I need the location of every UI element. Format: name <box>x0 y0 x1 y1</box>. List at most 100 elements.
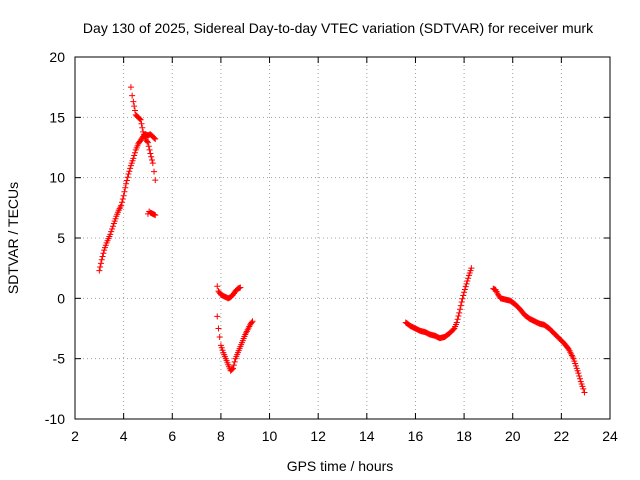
chart-title: Day 130 of 2025, Sidereal Day-to-day VTE… <box>83 20 594 36</box>
data-point <box>145 143 152 150</box>
data-point <box>229 366 236 373</box>
data-point <box>136 115 143 122</box>
y-tick-label: -10 <box>45 411 65 427</box>
data-point <box>458 298 465 305</box>
data-point <box>127 165 134 172</box>
data-point <box>123 180 130 187</box>
data-point <box>468 265 475 272</box>
data-point <box>575 370 582 377</box>
y-tick-label: 10 <box>49 170 65 186</box>
data-point <box>149 156 156 163</box>
data-point <box>131 152 138 159</box>
data-point <box>96 267 103 274</box>
series-arc-3-cluster <box>144 208 159 219</box>
data-point <box>119 199 126 206</box>
x-tick-label: 12 <box>310 428 326 444</box>
data-point <box>237 284 244 291</box>
data-point <box>98 256 105 263</box>
data-point <box>107 231 114 238</box>
y-tick-label: 20 <box>49 49 65 65</box>
data-point <box>137 116 144 123</box>
data-point <box>99 253 106 260</box>
data-point <box>109 223 116 230</box>
data-point <box>581 389 588 396</box>
data-point <box>576 372 583 379</box>
y-tick-label: -5 <box>53 351 66 367</box>
x-tick-label: 14 <box>359 428 375 444</box>
data-point <box>580 385 587 392</box>
data-point <box>249 318 256 325</box>
data-point <box>152 212 159 219</box>
data-point <box>214 283 221 290</box>
data-point <box>149 160 156 167</box>
data-point <box>124 174 131 181</box>
data-point <box>457 306 464 313</box>
data-point <box>144 139 151 146</box>
data-point <box>453 319 460 326</box>
x-tick-label: 22 <box>554 428 570 444</box>
x-tick-label: 18 <box>456 428 472 444</box>
x-tick-label: 2 <box>71 428 79 444</box>
data-point <box>148 153 155 160</box>
data-point <box>126 168 133 175</box>
data-point <box>144 138 151 145</box>
data-point <box>131 103 138 110</box>
x-tick-label: 24 <box>602 428 618 444</box>
data-point <box>214 313 221 320</box>
grid <box>75 57 610 419</box>
y-axis-label: SDTVAR / TECUs <box>5 182 21 294</box>
data-point <box>100 250 107 257</box>
y-tick-label: 15 <box>49 109 65 125</box>
data-point <box>122 184 129 191</box>
data-point <box>461 289 468 296</box>
data-point <box>130 98 137 105</box>
x-tick-label: 8 <box>217 428 225 444</box>
data-point <box>230 365 237 372</box>
data-point <box>456 309 463 316</box>
y-tick-label: 5 <box>57 230 65 246</box>
x-tick-label: 16 <box>408 428 424 444</box>
data-point <box>464 278 471 285</box>
x-axis-label: GPS time / hours <box>287 458 394 474</box>
data-point <box>460 292 467 299</box>
x-tick-label: 20 <box>505 428 521 444</box>
series-arc-6 <box>402 265 475 342</box>
data-point <box>216 333 223 340</box>
data-point <box>129 92 136 99</box>
data-point <box>230 362 237 369</box>
data-point <box>97 263 104 270</box>
data-point <box>457 302 464 309</box>
data-point <box>131 107 138 114</box>
data-point <box>461 286 468 293</box>
data-point <box>215 325 222 332</box>
series-arc-2-fall <box>127 84 159 184</box>
data-point <box>231 358 238 365</box>
data-point <box>120 192 127 199</box>
data-point <box>455 313 462 320</box>
data-point <box>151 135 158 142</box>
data-point <box>125 171 132 178</box>
data-point <box>463 280 470 287</box>
data-point <box>147 150 154 157</box>
data-point <box>130 155 137 162</box>
data-point <box>121 188 128 195</box>
series-arc-1-rise <box>96 131 159 274</box>
data-point <box>118 202 125 209</box>
data-point <box>108 228 115 235</box>
data-point <box>152 177 159 184</box>
data-point <box>139 124 146 131</box>
series-arc-4 <box>214 283 244 302</box>
data-point <box>577 375 584 382</box>
data-point <box>454 316 461 323</box>
y-tick-label: 0 <box>57 290 65 306</box>
x-tick-label: 4 <box>120 428 128 444</box>
x-tick-label: 6 <box>168 428 176 444</box>
data-point <box>151 168 158 175</box>
data-point <box>109 225 116 232</box>
x-tick-label: 10 <box>262 428 278 444</box>
data-point <box>465 275 472 282</box>
series-arc-5 <box>214 313 256 374</box>
data-point <box>248 319 255 326</box>
